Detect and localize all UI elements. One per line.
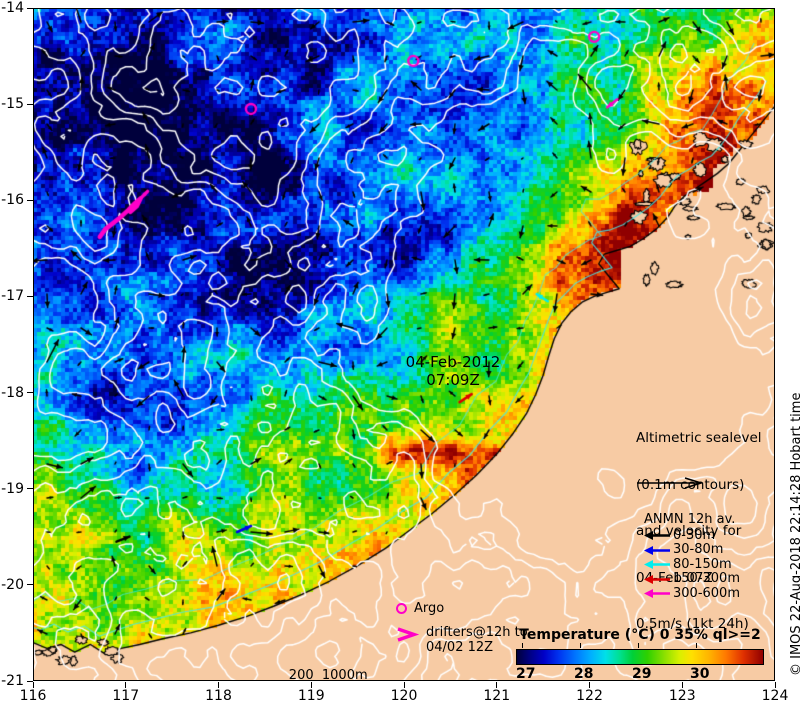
anmn-arrow-icon bbox=[644, 589, 670, 599]
desc-line-3: 04-Feb 07Z bbox=[636, 569, 713, 586]
y-tick bbox=[27, 103, 33, 105]
x-tick-label: 116 bbox=[19, 688, 47, 704]
x-tick-label: 117 bbox=[112, 688, 140, 704]
desc-line-0: Altimetric sealevel bbox=[636, 430, 762, 446]
anmn-legend-item: 0-30m bbox=[644, 527, 740, 544]
anmn-legend-label: 300-600m bbox=[673, 585, 740, 601]
drifters-text: drifters@12h to 04/02 12Z bbox=[426, 625, 528, 655]
argo-legend-item: Argo bbox=[396, 601, 528, 616]
anmn-legend-item: 150-300m bbox=[644, 571, 740, 587]
colorbar-tick-label: 28 bbox=[574, 666, 594, 681]
x-tick-label: 124 bbox=[761, 688, 789, 704]
drifters-line-1: drifters@12h to bbox=[426, 625, 528, 640]
y-tick bbox=[27, 488, 33, 490]
y-tick bbox=[27, 295, 33, 297]
colorbar-gradient bbox=[516, 649, 764, 665]
x-tick bbox=[218, 682, 219, 688]
anmn-legend-item: 300-600m bbox=[644, 585, 740, 602]
colorbar: Temperature (°C) 0 35% ql>=2 27 28 29 30 bbox=[516, 627, 764, 681]
y-tick-label: -15 bbox=[1, 96, 24, 113]
drifters-line-2: 04/02 12Z bbox=[426, 639, 494, 655]
y-tick-label: -17 bbox=[1, 288, 24, 305]
x-tick-label: 123 bbox=[668, 688, 696, 704]
x-tick bbox=[496, 682, 498, 688]
colorbar-ticks bbox=[516, 643, 764, 649]
y-tick-label: -19 bbox=[1, 480, 24, 497]
y-tick-label: -18 bbox=[1, 384, 24, 401]
y-tick bbox=[27, 392, 33, 394]
bathymetry-label: 200 1000m bbox=[288, 668, 368, 681]
anmn-legend-label: 0-30m bbox=[673, 527, 716, 543]
sst-raster bbox=[33, 8, 775, 681]
anmn-arrow-icon bbox=[644, 560, 670, 570]
y-tick-label: -21 bbox=[1, 673, 24, 689]
y-tick bbox=[27, 199, 33, 201]
y-tick bbox=[27, 7, 33, 9]
y-tick bbox=[27, 584, 33, 586]
x-tick bbox=[403, 682, 405, 688]
drifters-legend-item: drifters@12h to 04/02 12Z bbox=[396, 625, 528, 655]
map-plot-area[interactable]: 04-Feb-2012 07:09Z Altimetric sealevel (0… bbox=[33, 8, 775, 681]
colorbar-tick-label: 27 bbox=[516, 666, 536, 681]
anmn-legend-item: 80-150m bbox=[644, 556, 740, 573]
date-time-annotation: 04-Feb-2012 07:09Z bbox=[368, 353, 538, 389]
bathymetry-legend: 200 1000m bbox=[264, 653, 368, 681]
annotation-time: 07:09Z bbox=[426, 371, 480, 389]
x-tick bbox=[589, 682, 590, 688]
imos-credit: © IMOS 22-Aug-2018 22:14:28 Hobart time bbox=[789, 392, 800, 676]
velocity-scale-arrow-icon bbox=[637, 477, 704, 489]
colorbar-tick-label: 30 bbox=[690, 666, 710, 681]
y-tick-label: -20 bbox=[1, 576, 24, 593]
x-tick bbox=[32, 682, 34, 688]
anmn-legend: ANMN 12h av. 0-30m 30-80m bbox=[644, 512, 740, 602]
desc-line-4: 0.5m/s (1kt 24h) bbox=[636, 616, 749, 632]
annotation-date: 04-Feb-2012 bbox=[405, 353, 501, 371]
colorbar-title: Temperature (°C) 0 35% ql>=2 bbox=[519, 627, 761, 643]
anmn-arrow-icon bbox=[644, 574, 670, 584]
x-tick bbox=[774, 682, 776, 688]
colorbar-tick-label: 29 bbox=[632, 666, 652, 681]
x-tick bbox=[125, 682, 127, 688]
x-tick-label: 121 bbox=[483, 688, 511, 704]
anmn-legend-item: 30-80m bbox=[644, 542, 740, 558]
argo-circle-icon bbox=[396, 603, 407, 614]
y-tick bbox=[27, 680, 33, 682]
anmn-legend-label: 80-150m bbox=[673, 556, 732, 572]
y-tick-label: -14 bbox=[1, 0, 24, 16]
x-tick-label: 119 bbox=[297, 688, 325, 704]
argo-drifters-legend: Argo drifters@12h to 04/02 12Z bbox=[396, 601, 528, 655]
anmn-legend-label: 30-80m bbox=[673, 542, 724, 557]
anmn-arrow-icon bbox=[644, 531, 670, 541]
y-tick-label: -16 bbox=[1, 192, 24, 209]
anmn-legend-label: 150-300m bbox=[673, 571, 740, 586]
x-tick bbox=[681, 682, 683, 688]
drifter-arrow-icon bbox=[397, 627, 420, 642]
x-tick-label: 118 bbox=[205, 688, 232, 704]
anmn-legend-title: ANMN 12h av. bbox=[644, 512, 736, 527]
anmn-arrow-icon bbox=[644, 545, 670, 555]
argo-label: Argo bbox=[414, 601, 445, 616]
x-tick bbox=[310, 682, 312, 688]
x-tick-label: 122 bbox=[576, 688, 603, 704]
x-tick-label: 120 bbox=[390, 688, 418, 704]
